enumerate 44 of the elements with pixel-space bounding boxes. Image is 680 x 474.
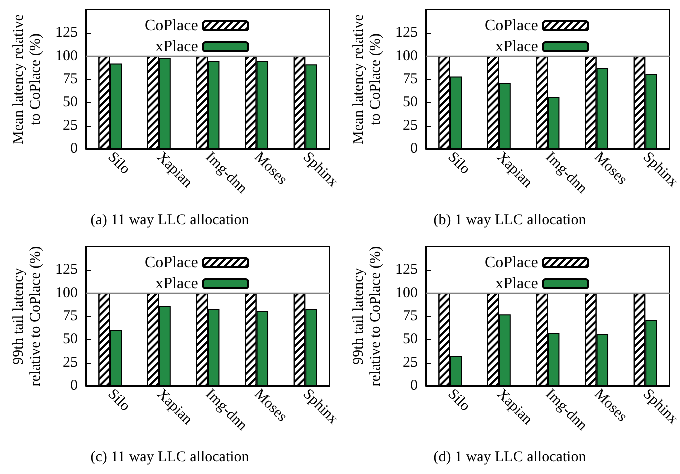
- y-tick-label: 25: [403, 118, 418, 134]
- y-tick-label: 75: [403, 72, 418, 88]
- y-tick-label: 75: [63, 308, 78, 324]
- y-axis-title: Mean latency relative to CoPlace (%): [11, 14, 44, 144]
- y-tick-label: 50: [63, 332, 78, 348]
- text: (c) 11 way LLC allocation: [90, 450, 250, 466]
- legend-label: CoPlace: [144, 18, 198, 34]
- legend-label: xPlace: [496, 276, 538, 292]
- y-axis-title: 99th tail latency relative to CoPlace (%): [11, 246, 44, 387]
- x-tick-label: Silo: [444, 149, 474, 178]
- legend-label: CoPlace: [484, 254, 538, 272]
- y-tick-label: 25: [63, 354, 78, 371]
- y-tick-label: 0: [410, 141, 418, 157]
- legend-label: xPlace: [156, 276, 198, 292]
- x-tick-label: Silo: [104, 149, 134, 178]
- y-tick-label: 50: [403, 332, 418, 348]
- y-axis-title: Mean latency relative to CoPlace (%): [351, 14, 384, 144]
- y-tick-label: 50: [63, 94, 78, 111]
- y-tick-label: 50: [403, 94, 418, 111]
- y-axis-title: 99th tail latency relative to CoPlace (%): [351, 246, 384, 387]
- y-tick-label: 75: [403, 308, 418, 324]
- y-tick-label: 100: [396, 285, 418, 302]
- y-tick-label: 100: [56, 285, 78, 302]
- y-tick-label: 0: [70, 378, 78, 394]
- y-tick-label: 125: [56, 262, 78, 278]
- text: (a) 11 way LLC allocation: [90, 212, 250, 228]
- legend-label: CoPlace: [484, 18, 538, 34]
- y-tick-label: 125: [56, 25, 78, 42]
- text: (b) 1 way LLC allocation: [434, 212, 587, 228]
- y-tick-label: 25: [403, 354, 418, 371]
- y-tick-label: 25: [63, 118, 78, 134]
- y-tick-label: 0: [410, 378, 418, 394]
- y-tick-label: 100: [396, 48, 418, 64]
- x-tick-label: Silo: [444, 386, 474, 415]
- y-tick-label: 125: [396, 262, 418, 278]
- y-tick-label: 100: [56, 48, 78, 64]
- text: (d) 1 way LLC allocation: [434, 450, 587, 466]
- x-tick-label: Silo: [104, 386, 134, 415]
- legend-label: xPlace: [496, 38, 538, 56]
- legend-label: xPlace: [156, 38, 198, 56]
- y-tick-label: 0: [70, 141, 78, 157]
- y-tick-label: 125: [396, 25, 418, 42]
- legend-label: CoPlace: [144, 254, 198, 272]
- y-tick-label: 75: [63, 72, 78, 88]
